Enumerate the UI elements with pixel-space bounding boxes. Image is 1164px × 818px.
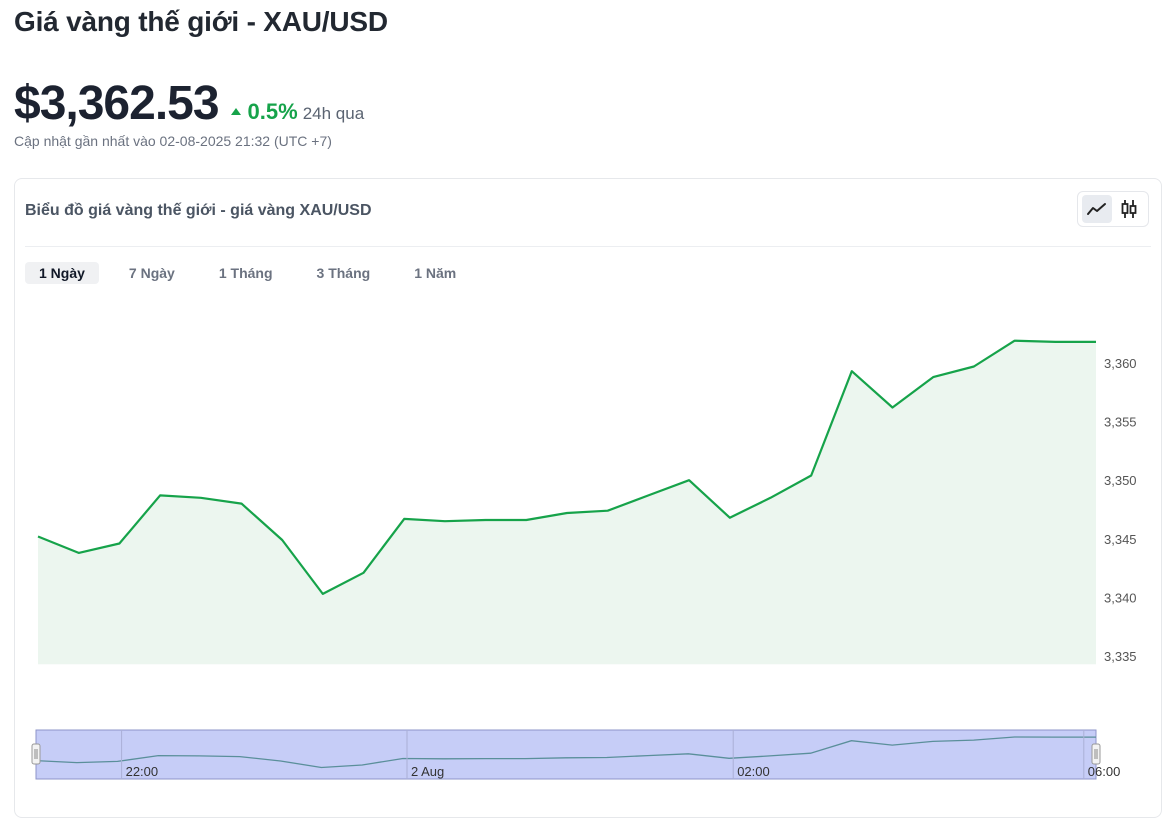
y-tick-label: 3,340	[1104, 590, 1137, 605]
navigator-x-label: 02:00	[737, 764, 770, 779]
chart-title: Biểu đồ giá vàng thế giới - giá vàng XAU…	[25, 202, 372, 219]
tab-3-months[interactable]: 3 Tháng	[316, 265, 371, 281]
tab-1-day[interactable]: 1 Ngày	[25, 262, 99, 284]
candlestick-icon	[1121, 200, 1137, 218]
chart-type-toggle	[1077, 191, 1149, 227]
price-line	[37, 339, 1096, 596]
navigator-x-label: 22:00	[126, 764, 159, 779]
navigator-window[interactable]	[35, 729, 1097, 780]
navigator-x-label: 06:00	[1088, 764, 1121, 779]
navigator-line	[35, 736, 1096, 769]
tab-1-year[interactable]: 1 Năm	[414, 265, 457, 281]
y-tick-label: 3,355	[1104, 415, 1137, 430]
price-change: 0.5%	[230, 99, 298, 125]
navigator-x-label: 2 Aug	[411, 764, 444, 779]
tab-7-days[interactable]: 7 Ngày	[128, 265, 175, 281]
page-title: Giá vàng thế giới - XAU/USD	[14, 6, 388, 37]
navigator-right-handle[interactable]	[1091, 743, 1101, 765]
card-divider	[25, 246, 1151, 247]
y-tick-label: 3,335	[1104, 649, 1137, 664]
line-chart-button[interactable]	[1082, 195, 1112, 223]
price-summary: $3,362.53 0.5% 24h qua	[14, 76, 364, 131]
change-period: 24h qua	[302, 104, 365, 123]
current-price: $3,362.53	[14, 77, 220, 130]
tab-1-month[interactable]: 1 Tháng	[218, 265, 273, 281]
y-tick-label: 3,350	[1104, 473, 1137, 488]
price-chart: 3,335 3,340 3,345 3,350 3,355 3,360 22:00 2 Aug…	[31, 339, 1137, 780]
change-percent: 0.5%	[247, 99, 298, 124]
y-tick-label: 3,345	[1104, 532, 1137, 547]
price-area	[38, 340, 1096, 665]
y-tick-label: 3,360	[1104, 356, 1137, 371]
candlestick-button[interactable]	[1114, 195, 1144, 223]
up-arrow-icon	[230, 108, 241, 115]
navigator-left-handle[interactable]	[31, 743, 41, 765]
line-chart-icon	[1087, 203, 1106, 215]
last-updated: Cập nhật gần nhất vào 02-08-2025 21:32 (…	[14, 133, 332, 149]
range-tabs: 1 Ngày 7 Ngày 1 Tháng 3 Tháng 1 Năm	[25, 262, 486, 284]
